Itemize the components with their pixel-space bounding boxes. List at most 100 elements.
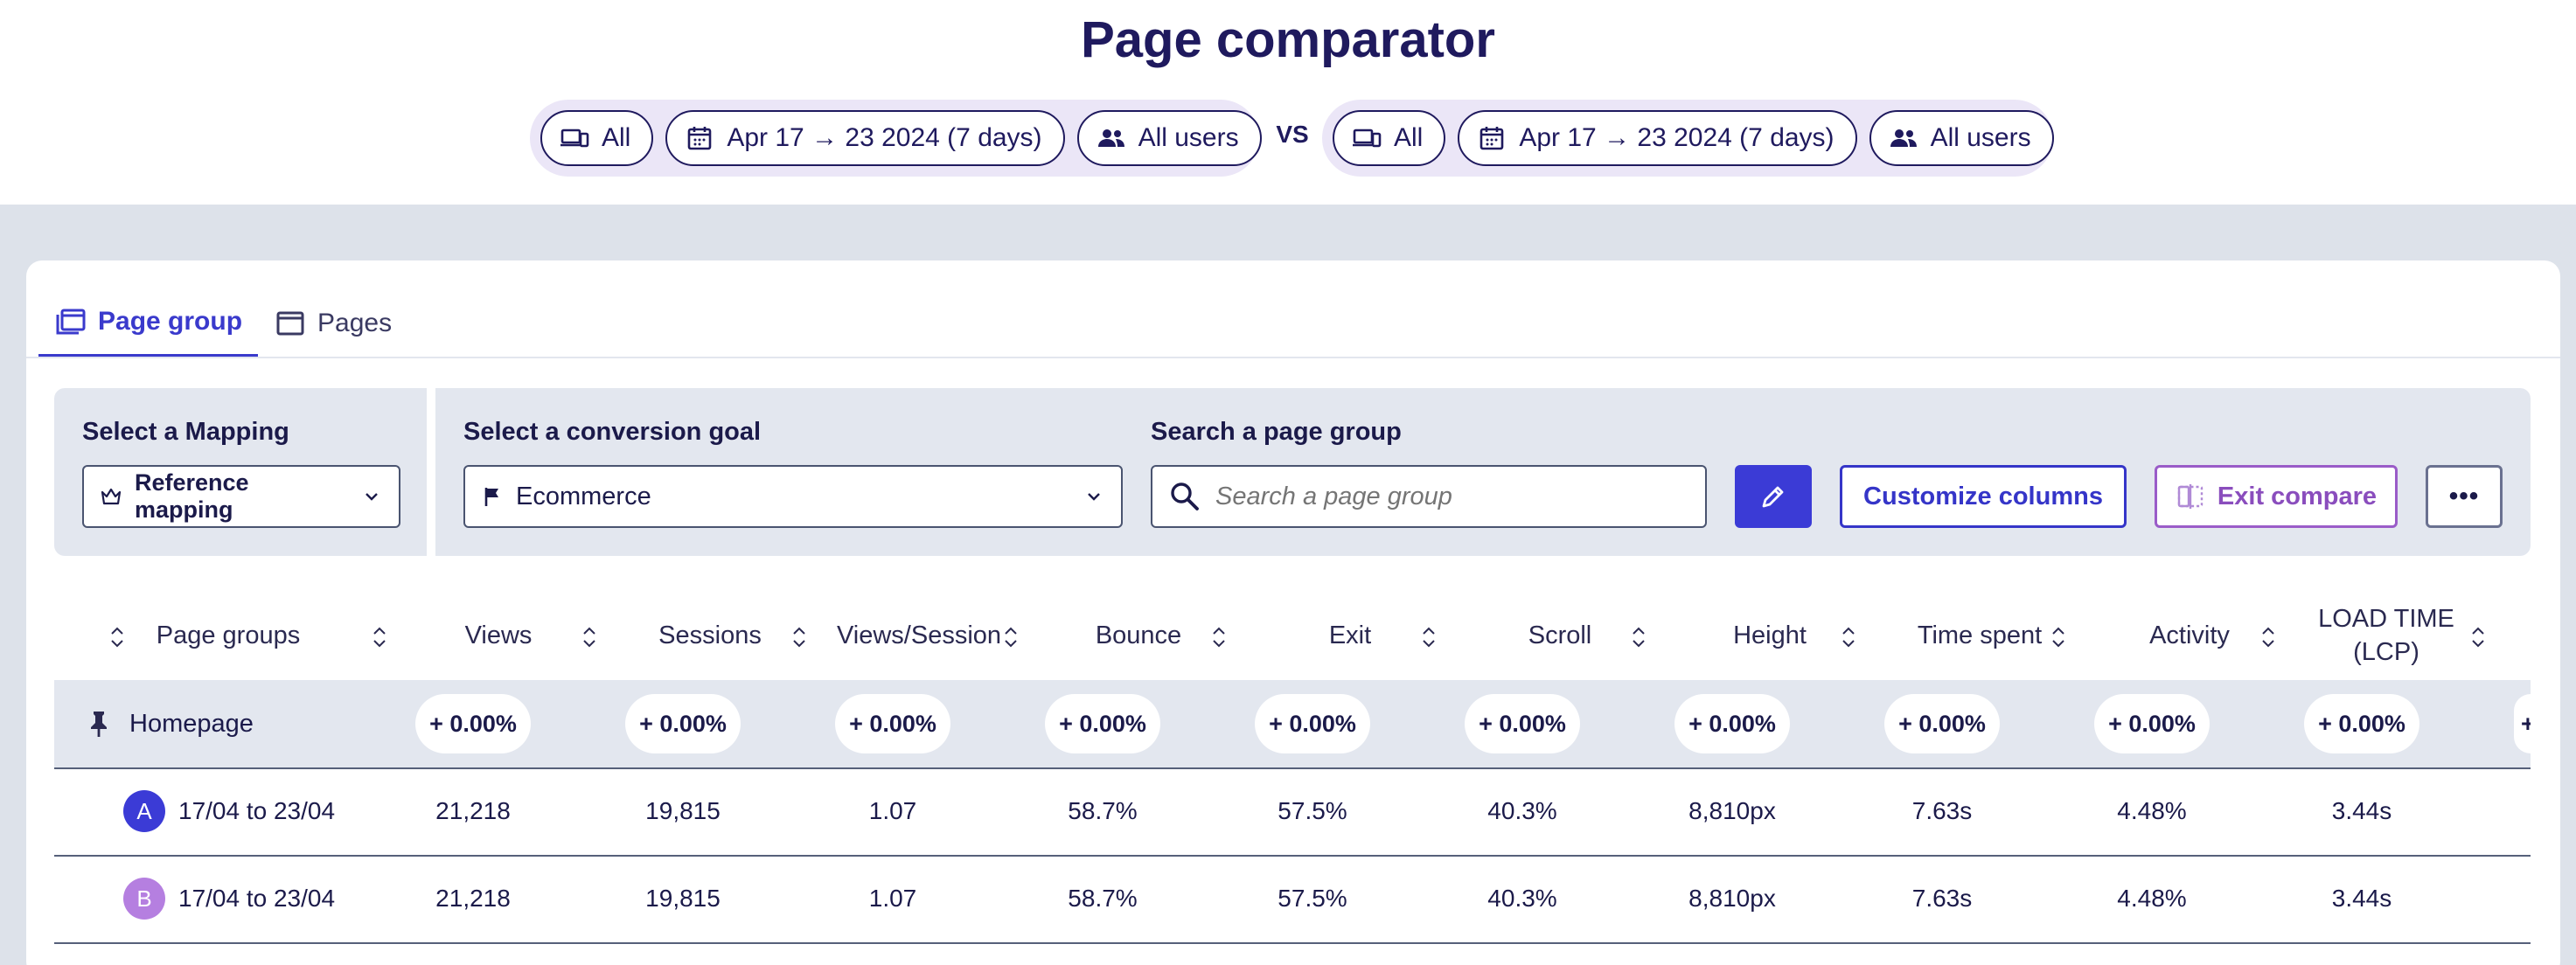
sort-icon[interactable] [1210,626,1228,649]
sort-icon[interactable] [1002,626,1020,649]
table-cell: 1.07 [868,797,917,824]
column-header-page-groups[interactable]: Page groups [156,621,301,649]
pencil-icon [1762,486,1784,508]
column-header-load-time[interactable]: LOAD TIME (LCP) [2318,605,2454,666]
table-cell: 1.07 [868,885,917,912]
users-icon [1097,129,1124,147]
exit-compare-button[interactable]: Exit compare [2155,465,2398,528]
segment-a-badge: A [123,790,165,832]
segment-a-filters: All Apr 17 → 23 2024 (7 days) All users [530,100,1262,177]
sort-icon[interactable] [581,626,598,649]
page-header: Page comparator [0,0,2576,205]
goal-select-value: Ecommerce [516,482,651,510]
tab-page-group[interactable]: Page group [38,288,259,358]
mapping-select-value: Reference mapping [135,469,249,523]
more-options-button[interactable]: ••• [2426,465,2503,528]
sort-icon[interactable] [1630,626,1647,649]
page-title: Page comparator [1081,11,1495,68]
pinned-row-name: Homepage [129,709,254,738]
table-cell: 40.3% [1487,797,1557,824]
page-group-icon [56,309,86,334]
sort-icon[interactable] [1420,626,1438,649]
tab-page-group-label: Page group [98,306,243,336]
delta-chip: + 0.00% [625,694,741,753]
column-header-activity[interactable]: Activity [2149,621,2230,649]
column-header-views[interactable]: Views [464,621,533,649]
sort-icon[interactable] [108,626,126,649]
date-filter-b[interactable]: Apr 17 → 23 2024 (7 days) [1458,110,1857,166]
sort-icon[interactable] [1840,626,1857,649]
tab-pages[interactable]: Pages [258,288,407,358]
delta-chip: + 0.00% [1465,694,1580,753]
table-cell: 57.5% [1278,797,1347,824]
search-field[interactable] [1151,465,1707,528]
delta-chip: + 0.00% [415,694,531,753]
users-filter-a-label: All users [1138,123,1239,152]
exit-compare-label: Exit compare [2217,482,2378,510]
column-header-time-spent[interactable]: Time spent [1917,621,2043,649]
sort-icon[interactable] [2469,626,2487,649]
table-cell: 8,810px [1688,797,1776,824]
table-cell: 57.5% [1278,885,1347,912]
column-header-views-session[interactable]: Views/Session [836,621,1002,649]
table-cell: 21,218 [435,797,511,824]
chevron-down-icon [366,493,378,501]
table-cell: 21,218 [435,885,511,912]
date-filter-b-label: Apr 17 → 23 2024 (7 days) [1519,123,1835,152]
sort-icon[interactable] [371,626,388,649]
column-header-scroll[interactable]: Scroll [1528,621,1592,649]
table-divider [54,855,2531,857]
column-header-bounce[interactable]: Bounce [1095,621,1182,649]
column-header-height[interactable]: Height [1733,621,1807,649]
mapping-label: Select a Mapping [82,418,289,446]
users-filter-a[interactable]: All users [1076,110,1262,166]
delta-chip: + 0.00% [2304,694,2419,753]
sort-icon[interactable] [790,626,808,649]
pin-icon [91,712,107,737]
flag-icon [484,488,498,506]
delta-chip: + 0.00% [1674,694,1790,753]
search-label: Search a page group [1151,418,1402,446]
delta-chip: + 0.00% [1045,694,1160,753]
chevron-down-icon [1088,493,1100,501]
table-cell: 3.44s [2331,885,2392,912]
table-cell: 4.48% [2117,797,2187,824]
column-header-sessions[interactable]: Sessions [658,621,762,649]
calendar-icon [1480,127,1504,150]
device-filter-b[interactable]: All [1333,110,1446,166]
delta-chip: + 0.00% [2094,694,2210,753]
table-cell: 19,815 [645,797,721,824]
table-cell: 58.7% [1068,797,1138,824]
table-cell: 40.3% [1487,885,1557,912]
sort-icon[interactable] [2050,626,2067,649]
devices-icon [560,128,589,148]
device-filter-a-label: All [602,123,631,152]
panel-divider [427,388,435,556]
row-a-label: 17/04 to 23/04 [178,797,336,824]
delta-chip-partial: + [2514,694,2531,753]
tabs-divider [26,357,2560,358]
goal-select[interactable]: Ecommerce [463,465,1123,528]
delta-chip: + 0.00% [1255,694,1370,753]
date-filter-a[interactable]: Apr 17 → 23 2024 (7 days) [665,110,1065,166]
devices-icon [1353,128,1382,148]
sort-icon[interactable] [2259,626,2277,649]
device-filter-b-label: All [1394,123,1424,152]
column-header-exit[interactable]: Exit [1328,621,1372,649]
table-divider [54,942,2531,944]
edit-button[interactable] [1735,465,1812,528]
customize-columns-button[interactable]: Customize columns [1840,465,2127,528]
date-filter-a-label: Apr 17 → 23 2024 (7 days) [727,123,1042,152]
view-tabs: Page group Pages [38,288,407,358]
search-input[interactable] [1215,482,1689,511]
crown-icon [101,488,122,505]
tab-pages-label: Pages [317,309,393,337]
row-b-label: 17/04 to 23/04 [178,885,336,912]
users-filter-b[interactable]: All users [1869,110,2054,166]
table-cell: 19,815 [645,885,721,912]
mapping-select[interactable]: Reference mapping [82,465,400,528]
users-filter-b-label: All users [1930,123,2031,152]
delta-chip: + 0.00% [835,694,950,753]
device-filter-a[interactable]: All [540,110,654,166]
table-divider [54,767,2531,769]
